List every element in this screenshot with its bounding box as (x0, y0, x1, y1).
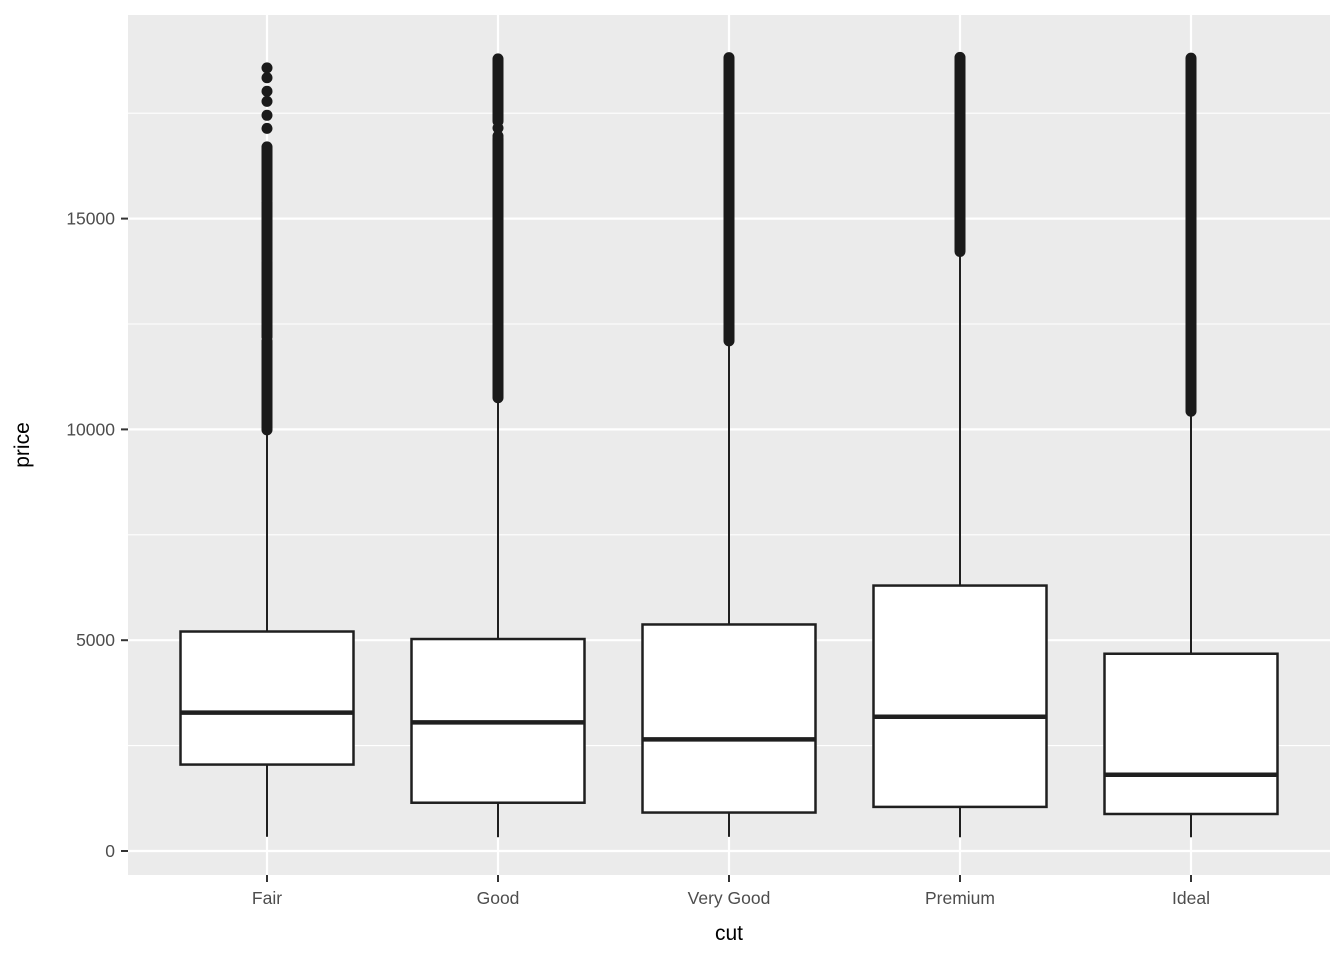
outlier-segment-fair-4 (261, 288, 273, 343)
boxplot-good (410, 53, 586, 838)
outlier-segment-fair-1 (261, 196, 273, 246)
outlier-segment-good-1 (492, 132, 504, 404)
iqr-box-very-good (641, 623, 817, 814)
outlier-segment-premium-0 (954, 51, 966, 257)
x-tick-label-ideal: Ideal (1172, 888, 1210, 908)
y-tick-label-5000: 5000 (76, 630, 115, 650)
x-tick-label-premium: Premium (925, 888, 995, 908)
iqr-box-ideal (1103, 652, 1279, 816)
outlier-segment-very-good-0 (723, 52, 735, 347)
outlier-segment-fair-5 (261, 335, 273, 436)
y-tick-label-10000: 10000 (66, 419, 115, 439)
iqr-box-fair (179, 630, 355, 766)
boxplot-premium (872, 51, 1048, 838)
boxplot-very-good (641, 52, 817, 837)
outlier-dot-fair-5 (261, 122, 273, 134)
outlier-dot-fair-0 (261, 62, 273, 74)
boxplot-ideal (1103, 52, 1279, 838)
x-tick-label-fair: Fair (252, 888, 282, 908)
outlier-dot-fair-4 (261, 109, 273, 121)
outlier-segment-good-0 (492, 53, 504, 127)
outlier-dot-good-0 (492, 122, 504, 134)
outlier-segment-fair-0 (261, 141, 273, 206)
x-axis-title: cut (715, 922, 743, 945)
outlier-dot-good-1 (492, 130, 504, 142)
boxplot-fair (179, 62, 355, 837)
outlier-dot-fair-2 (261, 85, 273, 97)
iqr-box-premium (872, 584, 1048, 809)
outlier-segment-fair-3 (261, 256, 273, 299)
y-tick-label-0: 0 (105, 841, 115, 861)
x-tick-label-very-good: Very Good (688, 888, 771, 908)
outlier-segment-ideal-0 (1185, 52, 1197, 417)
y-tick-label-15000: 15000 (66, 209, 115, 229)
y-axis-title: price (11, 422, 34, 468)
x-tick-label-good: Good (477, 888, 520, 908)
outlier-dot-fair-1 (261, 72, 273, 84)
outlier-dot-fair-3 (261, 95, 273, 107)
